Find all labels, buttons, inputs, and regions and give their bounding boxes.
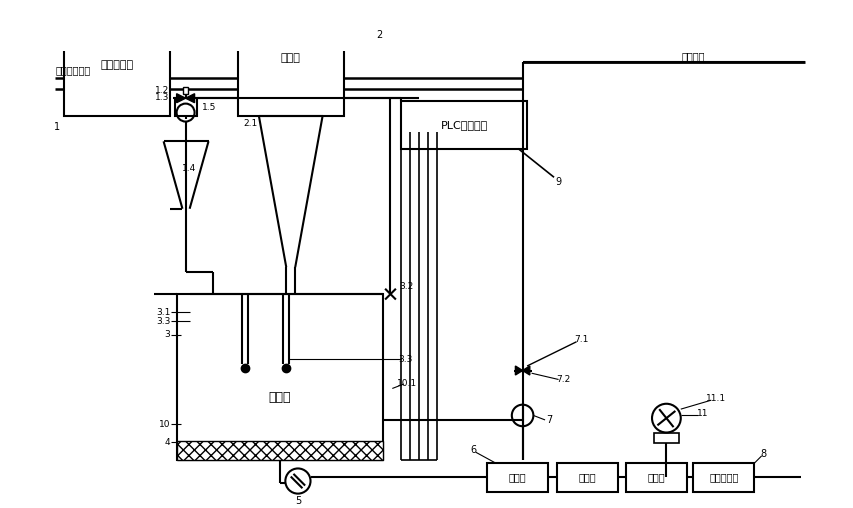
Text: 10.1: 10.1: [396, 379, 416, 389]
Text: 雾化室: 雾化室: [269, 391, 291, 404]
Text: 2.1: 2.1: [243, 119, 257, 128]
Text: 3.1: 3.1: [156, 307, 170, 316]
Text: 1.5: 1.5: [201, 103, 216, 112]
Text: 1.3: 1.3: [155, 93, 169, 102]
Bar: [237, 10, 344, 116]
Polygon shape: [522, 366, 529, 375]
Polygon shape: [515, 366, 522, 375]
Text: 7.1: 7.1: [573, 335, 588, 343]
Text: 3.2: 3.2: [399, 282, 414, 292]
Text: 1.2: 1.2: [155, 86, 169, 94]
Bar: [175, 98, 197, 116]
Bar: [177, 440, 383, 460]
Text: 烧结室: 烧结室: [647, 472, 664, 483]
Bar: [183, 86, 188, 93]
Bar: [486, 463, 547, 492]
Text: 5: 5: [294, 496, 301, 506]
Text: 9: 9: [554, 177, 561, 187]
Text: 11.1: 11.1: [705, 394, 725, 403]
Text: 4: 4: [165, 438, 170, 447]
Text: 3.3: 3.3: [156, 316, 170, 326]
Text: 1.1: 1.1: [39, 0, 54, 1]
Bar: [625, 463, 687, 492]
Bar: [401, 101, 526, 148]
Text: 10: 10: [159, 420, 170, 429]
Bar: [693, 463, 753, 492]
Bar: [556, 463, 617, 492]
Text: 1.4: 1.4: [182, 164, 195, 173]
Text: 3.3: 3.3: [398, 355, 413, 364]
Text: 7.2: 7.2: [555, 375, 570, 384]
Text: 离心机: 离心机: [508, 472, 525, 483]
Text: 3: 3: [165, 330, 170, 339]
Text: 进水总管: 进水总管: [681, 51, 705, 61]
Text: 还原炉: 还原炉: [577, 472, 595, 483]
Text: 粉体分选机: 粉体分选机: [708, 472, 738, 483]
Text: 中间包: 中间包: [281, 53, 300, 63]
Text: 1: 1: [54, 122, 60, 132]
Text: 6: 6: [469, 444, 476, 455]
Text: 金属熔炼炉: 金属熔炼炉: [101, 60, 134, 71]
Text: PLC控制系统: PLC控制系统: [440, 120, 487, 130]
Text: 8: 8: [759, 449, 766, 459]
Polygon shape: [177, 93, 185, 103]
Bar: [64, 15, 170, 116]
Text: 2: 2: [376, 30, 382, 40]
Polygon shape: [185, 93, 194, 103]
Text: 7: 7: [546, 415, 552, 425]
Bar: [177, 294, 383, 460]
Bar: [653, 432, 678, 443]
Text: 惰性气体总管: 惰性气体总管: [55, 66, 90, 75]
Text: 11: 11: [696, 409, 707, 418]
